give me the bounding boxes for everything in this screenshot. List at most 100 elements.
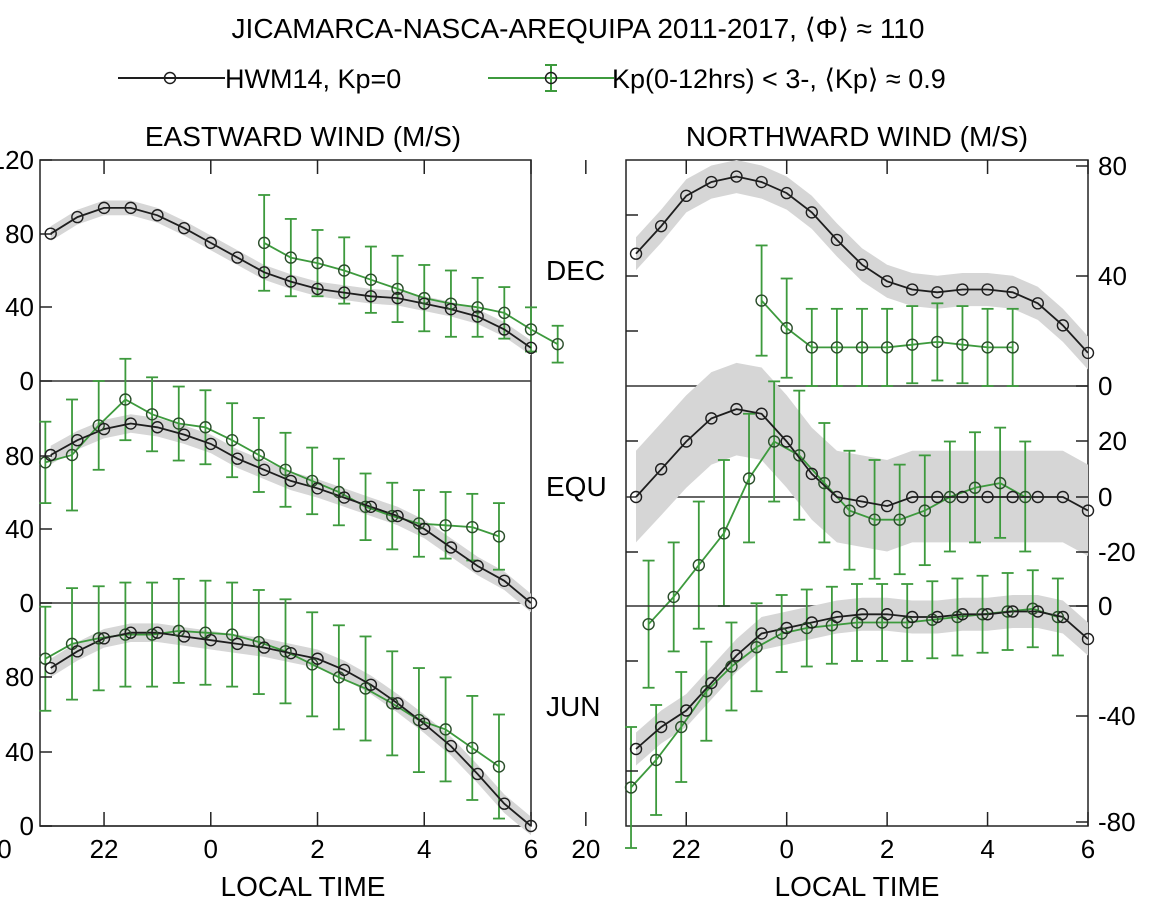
obs-point [1001,605,1014,618]
model-point [1006,286,1019,299]
model-point [680,435,693,448]
model-point [830,233,844,247]
model-point [151,209,164,222]
model-point [231,452,244,465]
model-point [1081,504,1095,517]
model-point [1031,490,1044,504]
model-point [1056,490,1070,504]
obs-point [968,481,982,494]
obs-point [624,781,638,794]
subplot-eastward-wind-dec [40,194,564,382]
model-point [830,490,844,504]
model-point [981,608,994,621]
model-point [44,448,57,462]
left-y-tick-label: 40 [5,514,34,544]
model-point [755,407,768,420]
model-point [444,541,458,554]
model-point [71,645,84,658]
obs-point [976,608,989,621]
model-point [124,626,137,639]
legend-obs-label: Kp(0-12hrs) < 3-, ⟨Kp⟩ ≈ 0.9 [612,64,946,94]
x-tick-label: 22 [672,834,701,864]
obs-point [956,338,969,351]
model-point [780,621,793,635]
x-tick-label: 2 [310,834,324,864]
model-point [97,632,111,645]
obs-point [767,435,781,448]
model-point [44,661,57,675]
obs-point [717,527,731,540]
model-point [284,275,298,288]
model-point [284,474,298,488]
right-y-tick-label: 0 [1098,371,1112,401]
left-y-tick-label: 0 [20,366,34,396]
model-point [311,482,324,495]
left-y-tick-label: 80 [5,662,34,692]
left-y-tick-label: 40 [5,292,34,322]
model-point [730,170,743,183]
model-uncertainty-band [636,362,1088,556]
obs-point [225,434,239,447]
model-point [524,341,538,355]
model-point [391,291,404,305]
obs-point [880,341,894,354]
model-point [124,201,137,215]
model-point [311,282,324,296]
obs-point [65,448,79,462]
model-point [956,283,969,296]
obs-point [466,741,479,755]
model-point [524,596,538,610]
model-point [364,678,378,691]
obs-point [492,530,506,543]
model-point [629,742,643,756]
model-point [705,412,718,425]
model-point [654,219,668,233]
obs-point [818,476,831,490]
right-y-tick-label: -40 [1098,701,1136,731]
right-y-tick-label: 40 [1098,261,1127,291]
model-point [471,559,484,573]
model-point [391,697,404,710]
model-point [177,630,191,643]
x-tick-label: 4 [980,834,994,864]
model-point [471,767,484,781]
obs-point [524,323,538,336]
model-point [906,490,919,504]
obs-point [780,321,793,335]
model-point [855,495,869,508]
model-point [1056,319,1070,332]
obs-point [1006,341,1019,354]
legend-model-label: HWM14, Kp=0 [225,64,401,94]
right-y-tick-label: 0 [1098,482,1112,512]
x-tick-label: 6 [524,834,538,864]
model-point [177,428,191,441]
model-point [1081,346,1095,360]
x-tick-label: 0 [779,834,793,864]
model-point [931,490,944,504]
model-point [257,641,271,654]
model-point [364,290,378,303]
obs-point [675,720,688,734]
obs-point [199,421,212,434]
obs-point [943,490,957,504]
model-point [338,286,351,299]
season-label-equ: EQU [546,471,607,502]
obs-point [551,337,564,351]
obs-point [444,297,458,310]
obs-point [742,472,756,485]
model-point [1031,297,1044,310]
model-point [1006,605,1019,618]
model-line [50,422,532,604]
model-point [257,463,271,476]
obs-point [279,463,292,476]
obs-point [386,509,399,523]
obs-line [760,299,1013,349]
obs-point [92,632,105,645]
figure-title: JICAMARCA-NASCA-AREQUIPA 2011-2017, ⟨Φ⟩ … [232,13,925,44]
obs-point [692,558,706,572]
model-point [231,251,244,264]
model-point [855,608,869,621]
legend-obs-marker [544,71,558,85]
obs-point [439,723,452,736]
model-point [880,499,894,513]
